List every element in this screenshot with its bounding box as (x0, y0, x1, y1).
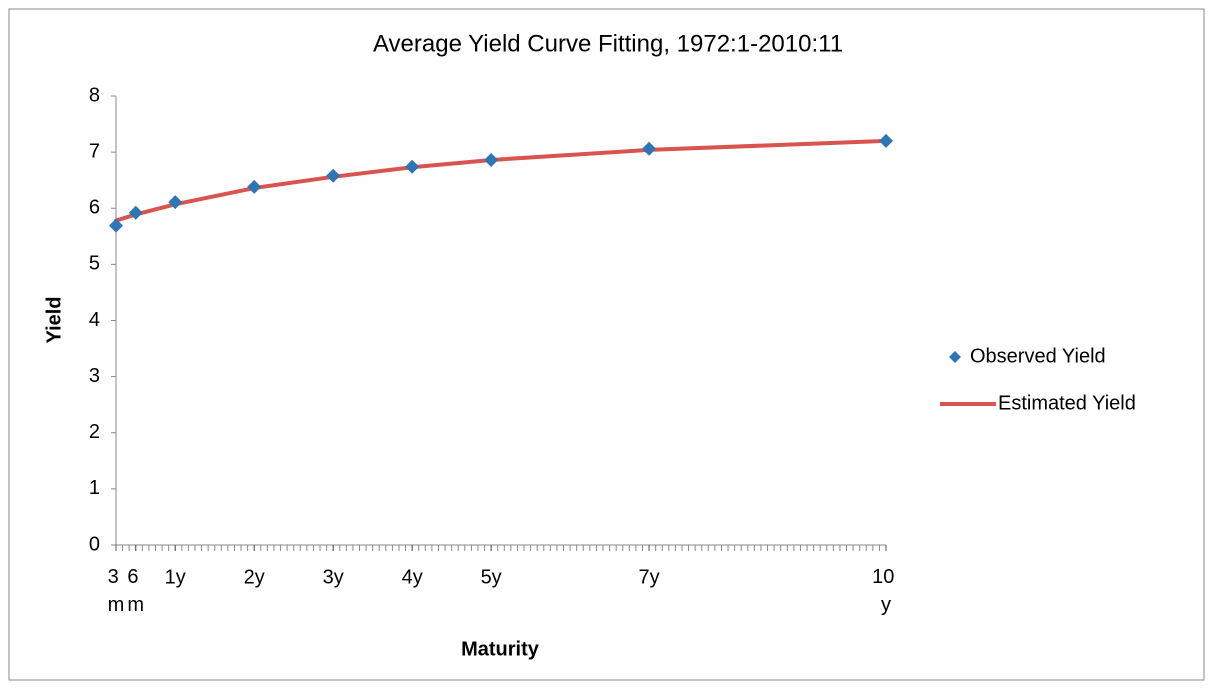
data-point (168, 195, 183, 210)
x-tick-label: 3 m (108, 566, 125, 616)
data-point (484, 152, 499, 167)
data-point (128, 205, 143, 220)
y-tick-label: 8 (89, 84, 100, 106)
x-tick-label: 4y (402, 566, 423, 588)
x-tick-label: 1y (165, 566, 186, 588)
x-axis-title: Maturity (461, 638, 540, 660)
x-tick-label: 10 y (872, 566, 900, 616)
data-point (326, 168, 341, 183)
y-tick-label: 6 (89, 197, 100, 219)
x-tick-label: 3y (323, 566, 344, 588)
legend-label: Observed Yield (970, 345, 1106, 367)
data-point (109, 218, 123, 233)
y-tick-label: 5 (89, 253, 100, 275)
data-point (247, 179, 262, 194)
data-point (642, 141, 657, 156)
chart-frame (8, 8, 1205, 681)
x-tick-label: 2y (244, 566, 265, 588)
y-tick-label: 1 (89, 477, 100, 499)
data-point (879, 133, 893, 148)
x-tick-label: 7y (639, 566, 660, 588)
y-tick-label: 4 (89, 309, 100, 331)
y-tick-label: 0 (89, 533, 100, 555)
legend-label: Estimated Yield (998, 392, 1136, 414)
y-tick-label: 7 (89, 140, 100, 162)
y-tick-label: 2 (89, 421, 100, 443)
data-point (405, 159, 420, 174)
x-tick-label: 5y (481, 566, 502, 588)
y-tick-label: 3 (89, 365, 100, 387)
x-tick-label: 6 m (127, 566, 144, 616)
chart-title: Average Yield Curve Fitting, 1972:1-2010… (373, 30, 843, 57)
y-axis-title: Yield (43, 296, 65, 343)
legend-marker (949, 351, 961, 363)
